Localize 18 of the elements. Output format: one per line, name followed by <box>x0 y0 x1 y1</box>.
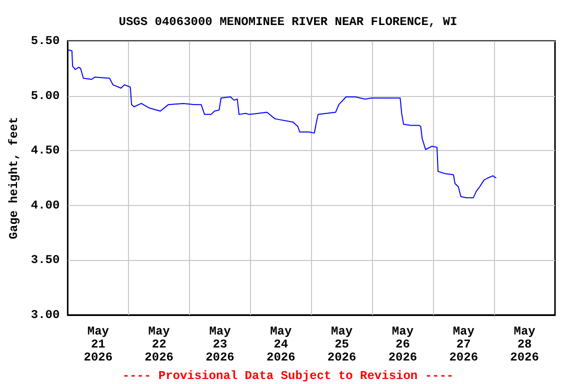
x-tick-label: May 23 2026 <box>206 324 234 364</box>
x-tick-label: May 21 2026 <box>84 324 113 364</box>
x-tick-label: May 28 2026 <box>510 324 539 364</box>
y-tick-label: 5.00 <box>30 88 60 103</box>
y-tick-label: 3.50 <box>30 253 60 268</box>
line-series <box>67 49 497 198</box>
y-tick-label: 5.50 <box>30 34 60 48</box>
x-tick-label: May 22 2026 <box>144 324 174 364</box>
x-tick-label: May 27 2026 <box>449 324 478 364</box>
x-tick-label: May 25 2026 <box>327 324 356 364</box>
y-tick-label: 4.50 <box>30 144 60 158</box>
text: ---- Provisional Data Subject to Revision ---- <box>122 369 454 383</box>
y-tick-label: 3.00 <box>30 308 60 322</box>
x-tick-label: May 26 2026 <box>388 324 418 364</box>
y-tick-label: 4.00 <box>30 198 60 212</box>
x-tick-label: May 24 2026 <box>266 324 296 364</box>
chart-title: USGS 04063000 MENOMINEE RIVER NEAR FLORENCE, WI <box>118 15 458 29</box>
y-axis-title: Gage height, feet <box>7 116 21 240</box>
